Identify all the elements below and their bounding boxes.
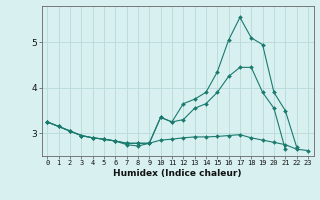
X-axis label: Humidex (Indice chaleur): Humidex (Indice chaleur) [113, 169, 242, 178]
